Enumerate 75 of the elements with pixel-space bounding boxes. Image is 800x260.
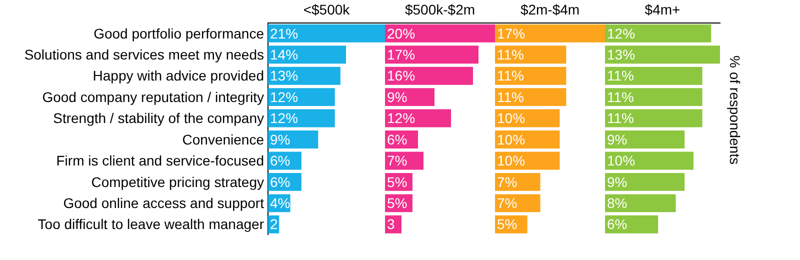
y-tick-label: Good portfolio performance xyxy=(94,25,264,42)
data-label: 5% xyxy=(387,174,408,190)
bar xyxy=(605,152,694,170)
text: % of respondents xyxy=(727,56,744,164)
bar xyxy=(605,88,702,106)
data-label: 13% xyxy=(270,68,298,84)
bar xyxy=(268,109,335,128)
data-label: 11% xyxy=(497,88,524,105)
data-label: 12% xyxy=(270,88,298,105)
y-tick-label: Good online access and support xyxy=(63,195,264,212)
y-tick-label: Strength / stability of the company xyxy=(53,110,264,126)
bar xyxy=(495,46,566,64)
data-label: 16% xyxy=(387,68,416,84)
data-label: 11% xyxy=(607,68,634,84)
y-tick-label: Solutions and services meet my needs xyxy=(24,46,264,62)
bar xyxy=(605,130,685,148)
y-tick-label: Competitive pricing strategy xyxy=(91,174,264,190)
data-label: 17% xyxy=(497,25,526,42)
data-label: 12% xyxy=(387,110,416,126)
data-label: 10% xyxy=(607,152,636,169)
data-label: 9% xyxy=(607,174,628,190)
bar xyxy=(605,172,685,191)
data-label: 9% xyxy=(270,131,290,148)
bar xyxy=(495,66,566,85)
data-label: 12% xyxy=(270,110,298,126)
data-label: 5% xyxy=(497,216,518,232)
y-tick-label: Convenience xyxy=(182,131,264,148)
data-label: 2 xyxy=(270,216,278,232)
y-tick-label: Good company reputation / integrity xyxy=(42,88,264,105)
data-label: 13% xyxy=(607,46,636,62)
data-label: 10% xyxy=(497,152,526,169)
bar xyxy=(605,109,702,128)
data-label: 21% xyxy=(270,25,298,42)
data-label: 7% xyxy=(497,174,518,190)
data-label: 11% xyxy=(607,88,634,105)
data-label: 5% xyxy=(387,195,408,212)
bar xyxy=(605,46,720,64)
data-label: 8% xyxy=(607,195,628,212)
bar xyxy=(605,194,676,212)
bar xyxy=(495,194,540,212)
bar xyxy=(385,46,478,64)
data-label: 6% xyxy=(607,216,628,232)
bar xyxy=(605,66,702,85)
data-label: 20% xyxy=(387,25,416,42)
data-label: 7% xyxy=(387,152,408,169)
chart-title: $4m+ xyxy=(644,1,680,18)
chart-title: $2m-$4m xyxy=(520,1,580,18)
bar xyxy=(385,66,473,85)
data-label: 9% xyxy=(387,88,408,105)
chart-title: <$500k xyxy=(303,1,351,18)
data-label: 10% xyxy=(497,131,526,148)
data-label: 11% xyxy=(497,68,524,84)
bar xyxy=(495,172,540,191)
data-label: 17% xyxy=(387,46,416,62)
data-label: 9% xyxy=(607,131,628,148)
data-label: 12% xyxy=(607,25,636,42)
y-tick-label: Too difficult to leave wealth manager xyxy=(38,216,264,232)
chart-title: $500k-$2m xyxy=(404,1,476,18)
data-label: 7% xyxy=(497,195,518,212)
bar xyxy=(268,66,340,85)
bar xyxy=(495,88,566,106)
data-label: 6% xyxy=(270,174,290,190)
data-label: 11% xyxy=(607,110,634,126)
bar xyxy=(268,88,335,106)
bar xyxy=(385,109,451,128)
data-label: 10% xyxy=(497,110,526,126)
data-label: 14% xyxy=(270,46,298,62)
data-label: 11% xyxy=(497,46,524,62)
bar xyxy=(268,46,346,64)
data-label: 6% xyxy=(387,131,408,148)
y-tick-label: Happy with advice provided xyxy=(92,68,264,84)
data-label: 3 xyxy=(387,216,395,232)
data-label: 4% xyxy=(270,195,290,212)
data-label: 6% xyxy=(270,152,290,169)
y-tick-label: Firm is client and service-focused xyxy=(56,152,264,169)
